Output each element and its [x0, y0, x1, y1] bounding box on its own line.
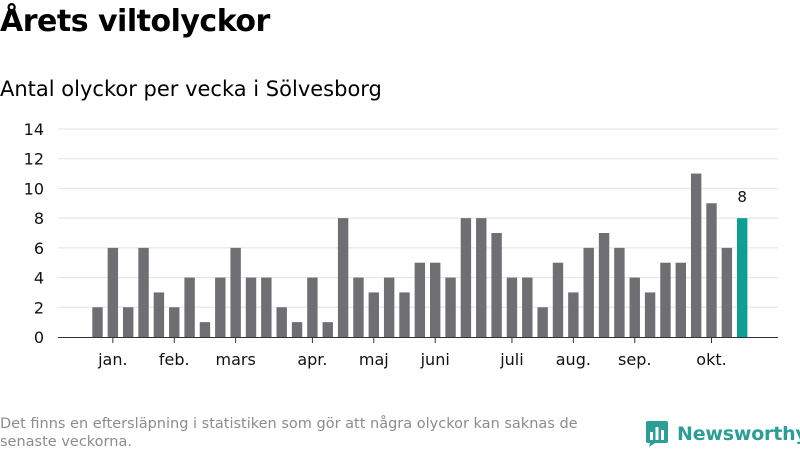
bar — [430, 262, 441, 337]
bar — [215, 277, 226, 337]
x-tick-label: mars — [215, 350, 255, 369]
y-tick-label: 0 — [34, 328, 44, 347]
bar — [552, 262, 564, 337]
bar — [614, 247, 625, 337]
x-tick-label: jan. — [97, 350, 127, 369]
brand-logo[interactable]: Newsworthy — [645, 420, 800, 448]
bar — [445, 277, 456, 337]
bar — [307, 277, 318, 337]
y-tick-label: 2 — [34, 298, 44, 317]
bar — [598, 233, 610, 337]
bar — [629, 277, 640, 337]
data-label: 8 — [737, 188, 747, 206]
bar — [460, 218, 472, 337]
bar — [261, 277, 272, 337]
y-tick-label: 6 — [34, 239, 44, 258]
bar — [92, 307, 103, 337]
bar — [123, 307, 134, 337]
bar — [414, 262, 426, 337]
bar — [199, 322, 211, 337]
bar — [230, 247, 241, 337]
footnote: Det finns en eftersläpning i statistiken… — [0, 416, 578, 450]
bar — [660, 262, 671, 337]
x-tick-label: sep. — [618, 350, 651, 369]
x-axis-labels: jan. feb. mars apr. maj juni juli aug. sep. okt. — [97, 338, 727, 369]
bar — [644, 292, 656, 337]
y-tick-label: 4 — [34, 269, 44, 288]
bar — [675, 262, 686, 337]
bar — [383, 277, 395, 337]
chart-subtitle: Antal olyckor per vecka i Sölvesborg — [0, 77, 382, 101]
x-tick-label: juni — [420, 350, 450, 369]
data-labels: 8 — [737, 188, 747, 206]
bar — [690, 173, 702, 337]
bar — [169, 307, 180, 337]
newsworthy-logo-icon — [646, 421, 668, 447]
x-tick-label: okt. — [696, 350, 726, 369]
bar — [706, 203, 717, 337]
bar — [337, 218, 349, 337]
x-tick-label: juli — [499, 350, 523, 369]
grid-lines — [58, 128, 778, 308]
bar — [245, 277, 257, 337]
y-tick-label: 12 — [24, 150, 44, 169]
x-tick-label: feb. — [159, 350, 190, 369]
bar — [353, 277, 364, 337]
bar — [138, 247, 149, 337]
bar — [583, 247, 594, 337]
bar — [568, 292, 579, 337]
bar — [153, 292, 165, 337]
bar — [276, 307, 287, 337]
bar — [291, 322, 303, 337]
x-tick-label: apr. — [297, 350, 327, 369]
y-tick-label: 8 — [34, 209, 44, 228]
bar — [322, 322, 333, 337]
x-tick-label: aug. — [556, 350, 591, 369]
bar — [506, 277, 518, 337]
bar — [107, 247, 119, 337]
y-tick-label: 14 — [24, 120, 44, 139]
bar-highlight — [737, 218, 748, 337]
bar — [522, 277, 533, 337]
x-tick-label: maj — [359, 350, 389, 369]
bars — [92, 173, 748, 337]
y-tick-label: 10 — [24, 179, 44, 198]
bar — [399, 292, 410, 337]
bar — [721, 247, 733, 337]
bar — [476, 218, 487, 337]
bar — [537, 307, 548, 337]
bar — [491, 233, 502, 337]
bar — [184, 277, 195, 337]
brand-name: Newsworthy — [677, 423, 800, 445]
bar — [368, 292, 379, 337]
y-axis-labels: 0 2 4 6 8 10 12 14 — [24, 120, 44, 347]
chart-title: Årets viltolyckor — [0, 4, 270, 39]
